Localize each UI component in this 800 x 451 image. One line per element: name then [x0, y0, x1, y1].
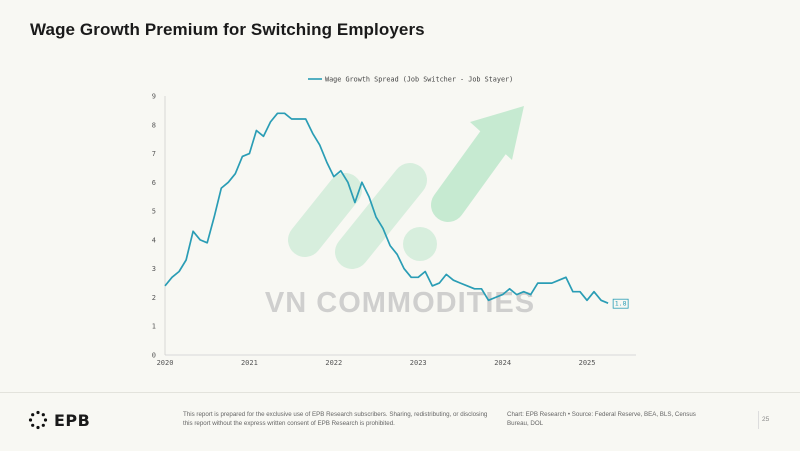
- end-value-label: 1.8: [615, 300, 627, 308]
- y-tick-label: 8: [152, 121, 156, 129]
- watermark-graphic: [288, 106, 524, 269]
- disclaimer-text: This report is prepared for the exclusiv…: [183, 411, 488, 427]
- y-tick-label: 4: [152, 236, 156, 244]
- y-tick-label: 7: [152, 150, 156, 158]
- y-tick-label: 0: [152, 352, 156, 360]
- x-ticks: 2020 2021 2022 2023 2024 2025: [157, 359, 596, 367]
- page-number: 25: [762, 416, 770, 423]
- watermark-arrow-shaft: [431, 123, 512, 222]
- epb-logo: EPB: [28, 410, 90, 430]
- x-tick-label: 2020: [157, 359, 174, 367]
- watermark-stroke-1: [288, 173, 362, 257]
- watermark-arrow-head: [470, 106, 524, 160]
- epb-logo-text: EPB: [54, 410, 91, 430]
- y-tick-label: 9: [152, 93, 156, 101]
- chart-title: Wage Growth Premium for Switching Employ…: [30, 20, 425, 39]
- x-tick-label: 2021: [241, 359, 258, 367]
- page-separator: [758, 411, 759, 429]
- end-label-frame: [612, 298, 629, 309]
- series-line: [164, 112, 609, 304]
- watermark-stroke-2: [335, 163, 427, 269]
- y-ticks: 0 1 2 3 4 5 6 7 8 9: [152, 93, 156, 360]
- x-tick-label: 2024: [494, 359, 511, 367]
- y-tick-label: 5: [152, 208, 156, 216]
- watermark-text: VN COMMODITIES: [265, 287, 535, 319]
- y-tick-label: 2: [152, 294, 156, 302]
- x-tick-label: 2023: [410, 359, 427, 367]
- footer-divider: [0, 392, 800, 393]
- x-tick-label: 2022: [325, 359, 342, 367]
- y-tick-label: 3: [152, 265, 156, 273]
- legend: Wage Growth Spread (Job Switcher - Job S…: [308, 76, 513, 84]
- y-tick-label: 6: [152, 179, 156, 187]
- epb-logo-icon: [28, 410, 48, 430]
- y-tick-label: 1: [152, 323, 156, 331]
- source-text: Chart: EPB Research • Source: Federal Re…: [507, 411, 696, 427]
- x-tick-label: 2025: [579, 359, 596, 367]
- legend-label: Wage Growth Spread (Job Switcher - Job S…: [325, 76, 513, 84]
- watermark-dot: [403, 227, 437, 261]
- end-label-box: 1.8: [612, 298, 629, 309]
